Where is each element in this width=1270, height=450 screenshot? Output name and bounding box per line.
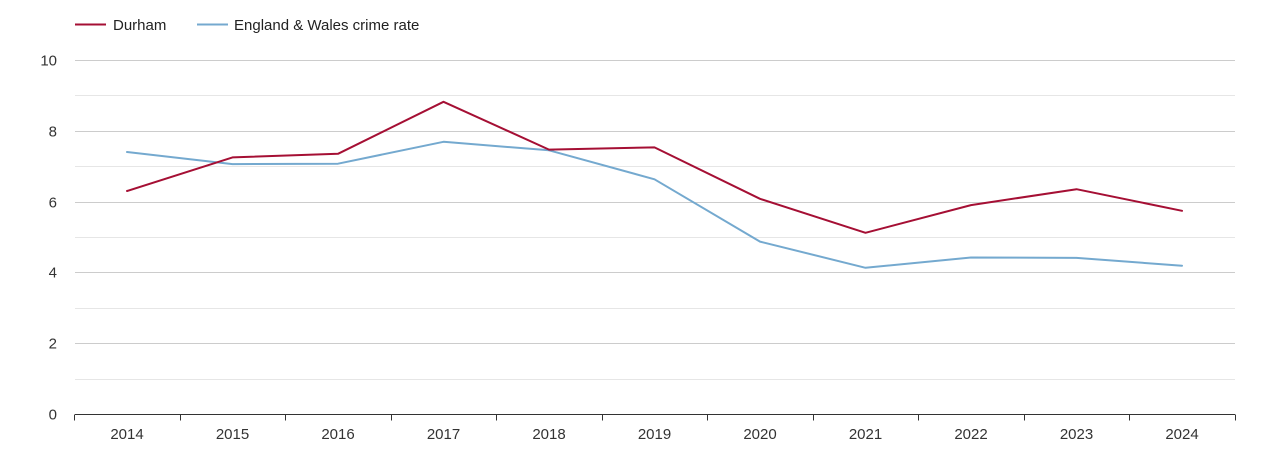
data-point[interactable] (122, 147, 132, 157)
data-point[interactable] (861, 228, 871, 238)
data-point[interactable] (333, 159, 343, 169)
data-point[interactable] (333, 149, 343, 159)
data-point[interactable] (439, 137, 449, 147)
data-point[interactable] (439, 97, 449, 107)
data-point[interactable] (966, 253, 976, 263)
data-point[interactable] (755, 194, 765, 204)
y-tick-label: 0 (49, 407, 57, 424)
x-tick-label: 2021 (849, 426, 882, 443)
legend-label: Durham (113, 17, 166, 34)
data-point[interactable] (544, 145, 554, 155)
y-tick-label: 6 (49, 195, 57, 212)
x-tick-label: 2017 (427, 426, 460, 443)
axes: 0 2 4 6 8 10 2014 2015 2016 2017 2018 2019 2020 2021 2… (40, 53, 1236, 443)
data-point[interactable] (228, 152, 238, 162)
data-point[interactable] (1177, 261, 1187, 271)
x-tick-label: 2019 (638, 426, 671, 443)
y-tick-label: 8 (49, 124, 57, 141)
x-tick-label: 2015 (216, 426, 249, 443)
y-tick-label: 4 (49, 265, 57, 282)
x-tick-label: 2022 (954, 426, 987, 443)
y-tick-label: 2 (49, 336, 57, 353)
y-tick-label: 10 (40, 53, 57, 70)
x-tick-label: 2023 (1060, 426, 1093, 443)
data-point[interactable] (755, 237, 765, 247)
series-line-england-wales[interactable] (126, 140, 1183, 269)
legend-item[interactable]: England & Wales crime rate (197, 17, 419, 34)
x-tick-label: 2018 (532, 426, 565, 443)
data-point[interactable] (1072, 253, 1082, 263)
series-lines (122, 97, 1187, 273)
data-point[interactable] (122, 186, 132, 196)
legend-label: England & Wales crime rate (234, 17, 419, 34)
data-point[interactable] (1177, 206, 1187, 216)
data-point[interactable] (861, 263, 871, 273)
legend: Durham England & Wales crime rate (75, 17, 419, 34)
data-point[interactable] (966, 200, 976, 210)
x-tick-label: 2016 (321, 426, 354, 443)
x-tick-label: 2024 (1165, 426, 1198, 443)
data-point[interactable] (650, 142, 660, 152)
gridlines (75, 60, 1235, 380)
legend-item[interactable]: Durham (75, 17, 166, 34)
x-tick-label: 2014 (110, 426, 143, 443)
data-point[interactable] (650, 174, 660, 184)
series-line-durham[interactable] (126, 100, 1183, 234)
data-point[interactable] (1072, 184, 1082, 194)
x-tick-label: 2020 (743, 426, 776, 443)
